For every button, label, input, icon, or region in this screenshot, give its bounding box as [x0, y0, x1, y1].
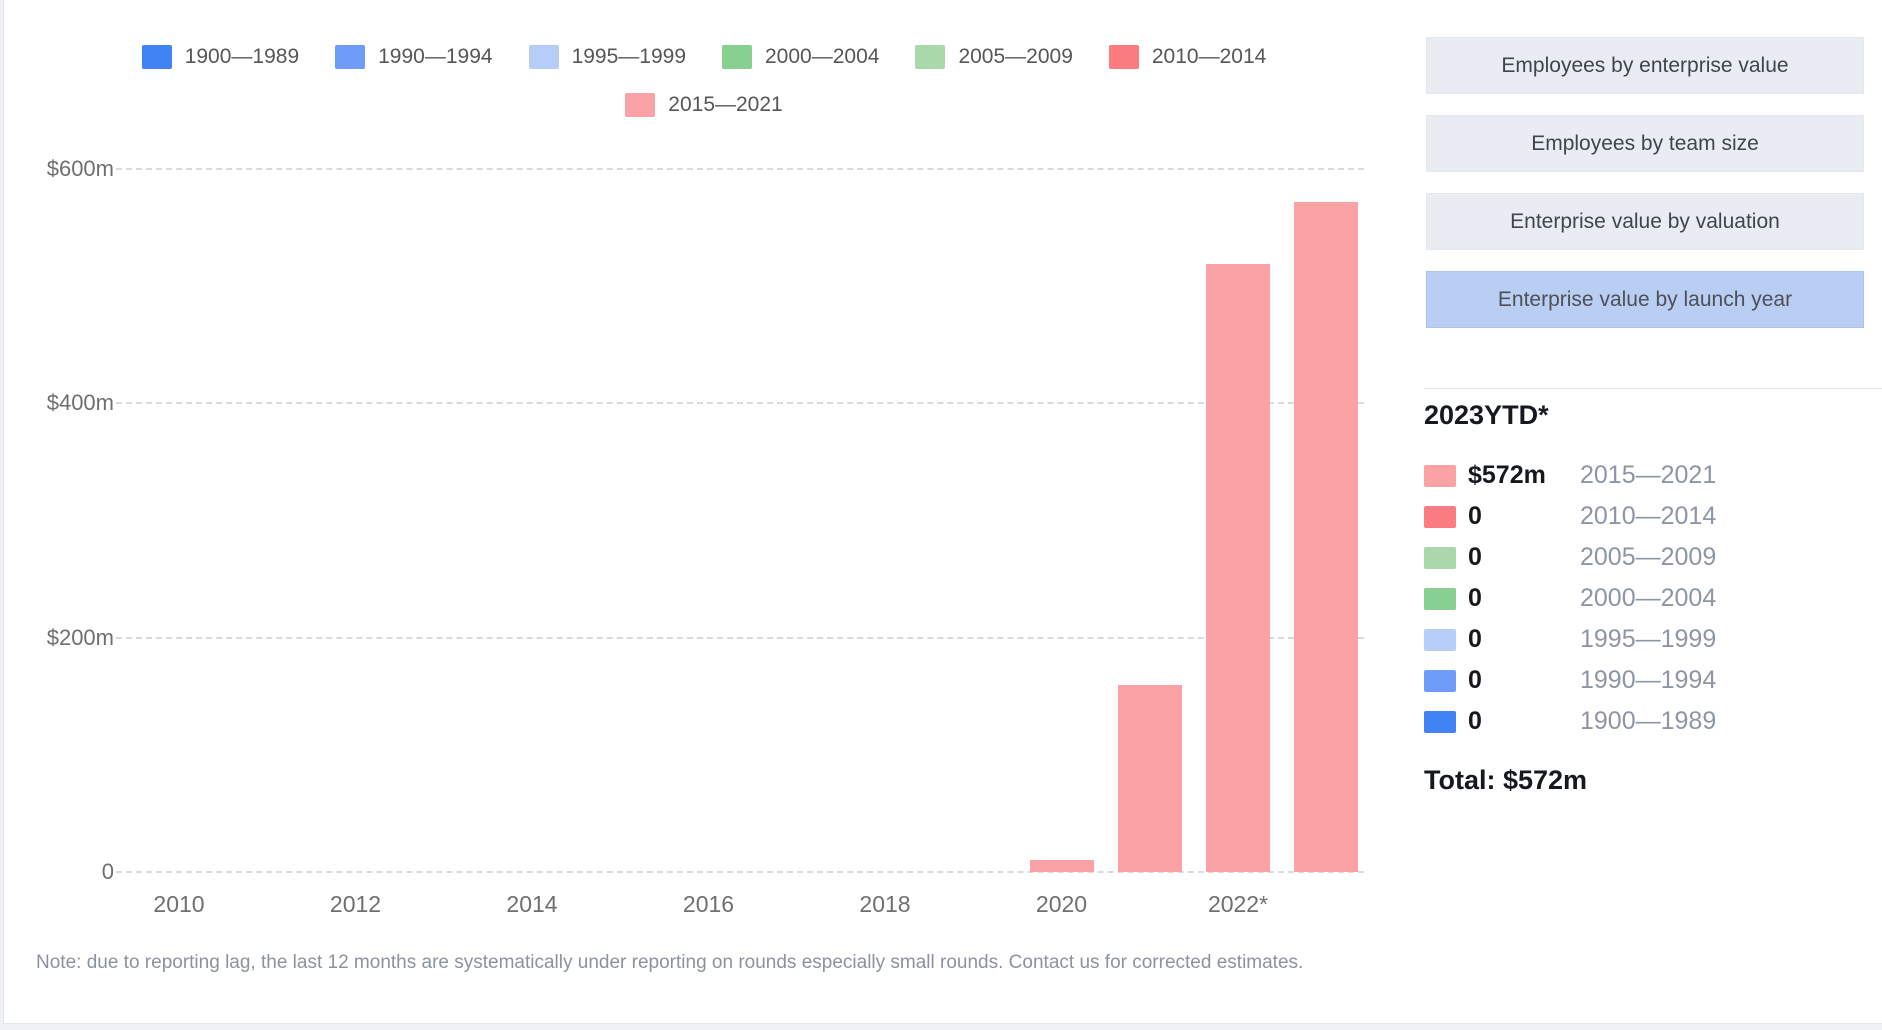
stat-row: 0 1990—1994: [1424, 660, 1882, 701]
right-panel: Employees by enterprise value Employees b…: [1424, 0, 1882, 1023]
stat-row: $572m 2015—2021: [1424, 455, 1882, 496]
view-button-employees-by-team-size[interactable]: Employees by team size: [1426, 115, 1864, 172]
legend-swatch-icon: [722, 45, 752, 69]
legend-label: 2015—2021: [668, 93, 783, 116]
stat-label: 2010—2014: [1580, 502, 1717, 530]
stat-label: 2005—2009: [1580, 543, 1717, 571]
footnote: Note: due to reporting lag, the last 12 …: [36, 952, 1304, 973]
legend-label: 1900—1989: [184, 45, 300, 68]
view-button-enterprise-value-by-valuation[interactable]: Enterprise value by valuation: [1426, 193, 1864, 250]
x-axis-tick-label: 2022*: [1207, 891, 1269, 917]
legend-label: 2005—2009: [958, 45, 1073, 68]
view-switcher: Employees by enterprise value Employees b…: [1426, 37, 1864, 349]
x-axis-tick-label: 2020: [1035, 891, 1088, 917]
stat-row: 0 1995—1999: [1424, 619, 1882, 660]
legend-item[interactable]: 1900—1989: [141, 45, 300, 69]
stat-label: 1990—1994: [1580, 666, 1717, 694]
stat-value: 0: [1468, 502, 1482, 530]
legend-label: 2000—2004: [765, 45, 880, 68]
stat-swatch-icon: [1424, 710, 1456, 733]
stat-label: 2000—2004: [1580, 584, 1717, 612]
y-axis-tick-label: $200m: [46, 624, 114, 650]
stat-label: 1900—1989: [1580, 707, 1717, 735]
legend-item[interactable]: 2015—2021: [625, 93, 783, 117]
stat-swatch-icon: [1424, 546, 1456, 569]
stat-value: 0: [1468, 543, 1482, 571]
stat-value: 0: [1468, 584, 1482, 612]
stat-row: 0 1900—1989: [1424, 701, 1882, 742]
stat-row: 0 2000—2004: [1424, 578, 1882, 619]
stats-total: Total: $572m: [1424, 765, 1588, 795]
bar-2022-2015—2021[interactable]: [1206, 263, 1270, 872]
legend-swatch-icon: [915, 45, 946, 69]
legend-item[interactable]: 2005—2009: [915, 45, 1073, 69]
y-axis-tick-label: $600m: [46, 156, 114, 181]
stat-label: 1995—1999: [1580, 625, 1717, 653]
y-axis-tick-label: 0: [101, 859, 114, 884]
stats-heading: 2023YTD*: [1424, 400, 1549, 430]
gridline: [116, 871, 1364, 873]
stats-panel: 2023YTD* $572m 2015—2021 0 2010—2014 0 2005—2…: [1424, 392, 1882, 796]
legend-swatch-icon: [625, 93, 656, 117]
stat-swatch-icon: [1424, 505, 1456, 528]
legend-swatch-icon: [528, 45, 559, 69]
legend-swatch-icon: [141, 45, 172, 69]
gridline: [116, 168, 1364, 170]
stat-swatch-icon: [1424, 628, 1456, 651]
legend-item[interactable]: 1995—1999: [528, 45, 686, 69]
gridline: [116, 636, 1364, 639]
legend-item[interactable]: 2000—2004: [722, 45, 879, 69]
chart-legend: 1900—1989 1990—1994 1995—1999 2000—2004 2005…: [4, 0, 1404, 120]
y-axis-tick-label: $400m: [46, 390, 114, 416]
x-axis-tick-label: 2010: [153, 891, 205, 917]
stat-row: 0 2010—2014: [1424, 496, 1882, 537]
legend-label: 1995—1999: [571, 45, 686, 68]
bar-chart: $600m $400m $200m 0 2010 2012 2014 2016 2018 2020…: [4, 0, 1404, 960]
view-button-enterprise-value-by-launch-year[interactable]: Enterprise value by launch year: [1426, 271, 1864, 328]
x-axis-tick-label: 2014: [506, 891, 558, 917]
stat-swatch-icon: [1424, 587, 1456, 610]
stat-value: 0: [1468, 707, 1482, 735]
x-axis-tick-label: 2012: [329, 891, 382, 917]
legend-swatch-icon: [335, 45, 366, 69]
legend-label: 1990—1994: [378, 45, 493, 68]
bar-2023-2015—2021[interactable]: [1294, 201, 1359, 872]
stat-value: 0: [1468, 625, 1482, 653]
stat-value: 0: [1468, 666, 1482, 694]
legend-item[interactable]: 1990—1994: [335, 45, 493, 69]
stat-row: 0 2005—2009: [1424, 537, 1882, 578]
stat-swatch-icon: [1424, 464, 1456, 487]
legend-row-2: 2015—2021: [4, 90, 1404, 120]
chart-card: 1900—1989 1990—1994 1995—1999 2000—2004 2005…: [3, 0, 1882, 1024]
legend-swatch-icon: [1108, 45, 1139, 69]
x-axis-tick-label: 2018: [859, 891, 911, 917]
bar-2020-2015—2021[interactable]: [1029, 860, 1094, 872]
stat-value: $572m: [1468, 461, 1546, 489]
stat-label: 2015—2021: [1580, 461, 1717, 489]
legend-label: 2010—2014: [1151, 45, 1267, 68]
view-button-employees-by-enterprise-value[interactable]: Employees by enterprise value: [1426, 37, 1864, 94]
panel-divider: [1424, 388, 1882, 389]
legend-row-1: 1900—1989 1990—1994 1995—1999 2000—2004 2005…: [4, 42, 1404, 72]
x-axis-tick-label: 2016: [682, 891, 735, 917]
bar-2021-2015—2021[interactable]: [1117, 684, 1182, 872]
stat-swatch-icon: [1424, 669, 1456, 692]
stats-rows: $572m 2015—2021 0 2010—2014 0 2005—2009 0 2000—…: [1424, 455, 1882, 742]
gridline: [116, 402, 1364, 405]
legend-item[interactable]: 2010—2014: [1108, 45, 1267, 69]
